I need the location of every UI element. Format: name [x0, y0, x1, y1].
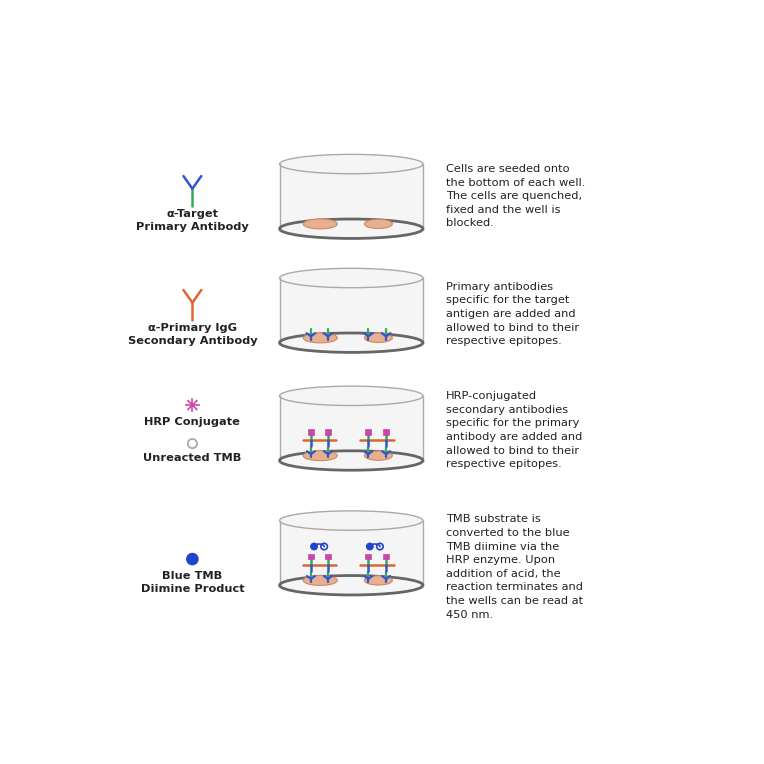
Polygon shape	[325, 429, 331, 435]
Ellipse shape	[280, 386, 423, 406]
Ellipse shape	[303, 575, 337, 585]
Ellipse shape	[364, 219, 393, 228]
Polygon shape	[280, 520, 423, 585]
Text: Blue TMB
Diimine Product: Blue TMB Diimine Product	[141, 571, 244, 594]
Polygon shape	[308, 429, 314, 435]
Text: HRP Conjugate: HRP Conjugate	[144, 417, 241, 427]
Text: TMB substrate is
converted to the blue
TMB diimine via the
HRP enzyme. Upon
addi: TMB substrate is converted to the blue T…	[446, 514, 583, 620]
Polygon shape	[365, 429, 371, 435]
Polygon shape	[384, 429, 389, 435]
Polygon shape	[365, 554, 371, 559]
Ellipse shape	[364, 576, 393, 585]
Ellipse shape	[280, 575, 423, 595]
Ellipse shape	[364, 333, 393, 342]
Ellipse shape	[303, 451, 337, 461]
Text: Unreacted TMB: Unreacted TMB	[143, 453, 241, 463]
Text: α-Primary IgG
Secondary Antibody: α-Primary IgG Secondary Antibody	[128, 322, 257, 346]
Text: Primary antibodies
specific for the target
antigen are added and
allowed to bind: Primary antibodies specific for the targ…	[446, 282, 579, 346]
Polygon shape	[280, 396, 423, 461]
Polygon shape	[384, 554, 389, 559]
Polygon shape	[308, 554, 314, 559]
Circle shape	[367, 543, 373, 550]
Text: HRP-conjugated
secondary antibodies
specific for the primary
antibody are added : HRP-conjugated secondary antibodies spec…	[446, 391, 582, 469]
Ellipse shape	[280, 219, 423, 238]
Ellipse shape	[280, 511, 423, 530]
Ellipse shape	[280, 333, 423, 352]
Ellipse shape	[280, 154, 423, 173]
Ellipse shape	[280, 451, 423, 470]
Ellipse shape	[303, 333, 337, 343]
Polygon shape	[280, 278, 423, 343]
Circle shape	[311, 543, 317, 550]
Ellipse shape	[303, 219, 337, 229]
Ellipse shape	[280, 268, 423, 288]
Text: α-Target
Primary Antibody: α-Target Primary Antibody	[136, 209, 249, 232]
Polygon shape	[325, 554, 331, 559]
Circle shape	[187, 554, 198, 565]
Polygon shape	[280, 164, 423, 228]
Ellipse shape	[364, 451, 393, 460]
Text: Cells are seeded onto
the bottom of each well.
The cells are quenched,
fixed and: Cells are seeded onto the bottom of each…	[446, 164, 585, 228]
